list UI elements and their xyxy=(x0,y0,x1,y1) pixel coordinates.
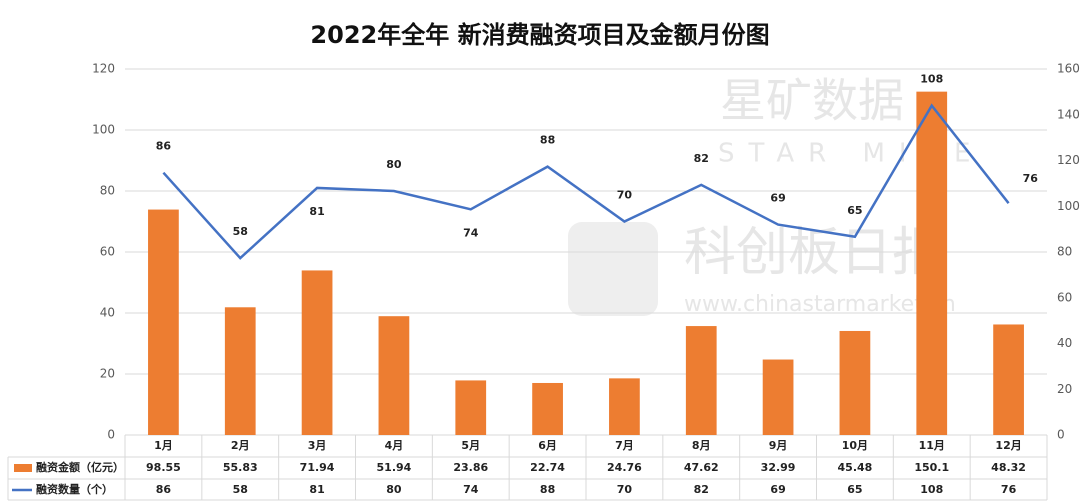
table-value: 71.94 xyxy=(300,461,335,474)
y2-tick-label: 100 xyxy=(1057,199,1080,213)
y2-tick-label: 60 xyxy=(1057,290,1072,304)
line xyxy=(162,103,1010,260)
x-tick-label: 11月 xyxy=(919,439,945,452)
table-value: 98.55 xyxy=(146,461,181,474)
watermark-logo xyxy=(568,222,658,316)
legend-label: 融资数量（个） xyxy=(36,482,113,496)
bar xyxy=(224,307,256,435)
table-value: 74 xyxy=(463,483,479,496)
y-tick-label: 40 xyxy=(100,306,115,320)
x-tick-label: 7月 xyxy=(615,439,634,452)
bar xyxy=(762,359,794,435)
data-label: 65 xyxy=(847,204,862,217)
y2-tick-label: 120 xyxy=(1057,153,1080,167)
table-value: 69 xyxy=(770,483,785,496)
y-tick-label: 20 xyxy=(100,367,115,381)
table-value: 70 xyxy=(617,483,633,496)
table-value: 88 xyxy=(540,483,555,496)
bar xyxy=(839,330,871,435)
data-label: 58 xyxy=(233,225,248,238)
y-tick-label: 80 xyxy=(100,184,115,198)
table-value: 45.48 xyxy=(838,461,873,474)
table-value: 32.99 xyxy=(761,461,796,474)
table-value: 22.74 xyxy=(530,461,565,474)
y-tick-label: 120 xyxy=(92,62,115,76)
table-value: 86 xyxy=(156,483,172,496)
bar xyxy=(993,324,1024,435)
y2-tick-label: 20 xyxy=(1057,382,1072,396)
y-tick-label: 60 xyxy=(100,245,115,259)
x-tick-label: 10月 xyxy=(842,439,868,452)
y2-tick-label: 0 xyxy=(1057,428,1065,442)
x-tick-label: 4月 xyxy=(385,439,404,452)
legend-label: 融资金额（亿元） xyxy=(36,460,124,474)
x-tick-label: 2月 xyxy=(231,439,250,452)
table-value: 80 xyxy=(386,483,402,496)
table-value: 108 xyxy=(920,483,943,496)
bar xyxy=(916,91,948,436)
table-value: 24.76 xyxy=(607,461,642,474)
table-value: 47.62 xyxy=(684,461,719,474)
x-tick-label: 8月 xyxy=(692,439,711,452)
y-tick-label: 0 xyxy=(107,428,115,442)
data-label: 80 xyxy=(386,158,402,171)
data-label: 76 xyxy=(1023,172,1039,185)
x-tick-label: 1月 xyxy=(154,439,173,452)
data-label: 69 xyxy=(770,192,785,205)
y2-tick-label: 40 xyxy=(1057,336,1072,350)
bar xyxy=(148,209,179,435)
bar xyxy=(455,380,487,435)
x-tick-label: 3月 xyxy=(308,439,327,452)
data-label: 74 xyxy=(463,226,479,239)
data-label: 70 xyxy=(617,189,633,202)
bar xyxy=(609,378,640,435)
table-value: 81 xyxy=(309,483,324,496)
table-value: 65 xyxy=(847,483,862,496)
table-value: 58 xyxy=(233,483,248,496)
legend-swatch xyxy=(14,464,32,472)
y2-tick-label: 80 xyxy=(1057,245,1072,259)
data-label: 86 xyxy=(156,140,172,153)
y2-tick-label: 160 xyxy=(1057,62,1080,76)
table-value: 150.1 xyxy=(914,461,949,474)
data-label: 81 xyxy=(309,205,324,218)
watermark-text: 科创板日报 xyxy=(684,223,944,283)
watermark-text: 星矿数据 xyxy=(720,74,904,128)
table-value: 51.94 xyxy=(377,461,412,474)
y2-tick-label: 140 xyxy=(1057,107,1080,121)
table-value: 48.32 xyxy=(991,461,1026,474)
bar xyxy=(532,382,563,435)
x-tick-label: 6月 xyxy=(538,439,557,452)
y-tick-label: 100 xyxy=(92,123,115,137)
x-tick-label: 5月 xyxy=(461,439,480,452)
x-tick-label: 12月 xyxy=(995,439,1021,452)
chart-title: 2022年全年 新消费融资项目及金额月份图 xyxy=(310,21,769,49)
data-label: 82 xyxy=(694,152,709,165)
table-value: 23.86 xyxy=(453,461,488,474)
bar xyxy=(378,316,410,435)
x-tick-label: 9月 xyxy=(769,439,788,452)
bar xyxy=(685,326,717,435)
table-value: 82 xyxy=(694,483,709,496)
data-label: 88 xyxy=(540,134,555,147)
table-value: 55.83 xyxy=(223,461,258,474)
data-label: 108 xyxy=(920,73,943,86)
table-value: 76 xyxy=(1001,483,1017,496)
bar xyxy=(301,270,333,435)
